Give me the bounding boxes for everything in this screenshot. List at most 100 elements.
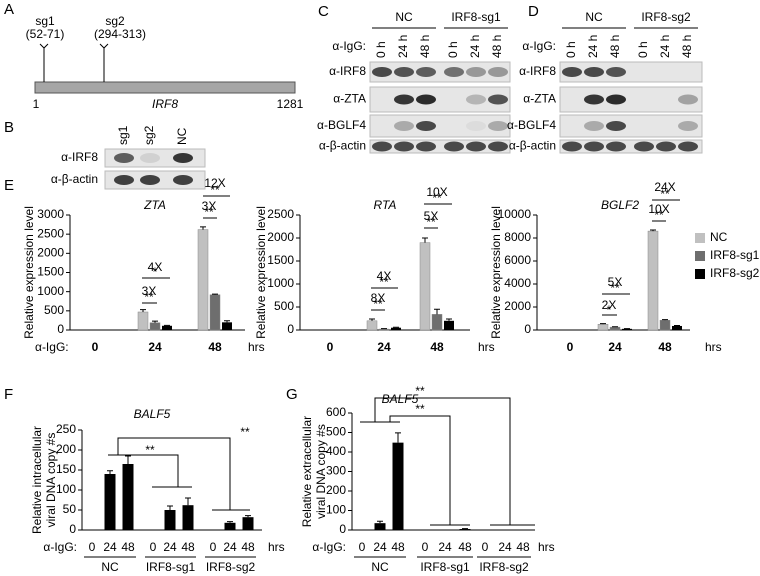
lane-label: 24 h bbox=[468, 35, 482, 58]
x-tick-label: 24 bbox=[148, 340, 162, 354]
bar bbox=[647, 230, 659, 331]
bar bbox=[122, 464, 134, 530]
chart-title: BGLF2 bbox=[601, 198, 639, 212]
x-tick-label: 48 bbox=[391, 540, 405, 554]
bar bbox=[378, 328, 390, 331]
blot-band bbox=[394, 94, 414, 105]
bar bbox=[242, 517, 254, 530]
x-suffix: hrs bbox=[538, 540, 555, 554]
annotation: ** bbox=[426, 215, 436, 229]
x-tick-label: 24 bbox=[163, 540, 177, 554]
chart-title: RTA bbox=[374, 198, 397, 212]
x-tick-label: 0 bbox=[482, 540, 489, 554]
position-label: 1281 bbox=[277, 97, 304, 111]
x-prefix: α-IgG: bbox=[43, 540, 77, 554]
lane-label: 48 h bbox=[490, 35, 504, 58]
row-label: α-BGLF4 bbox=[317, 118, 366, 132]
x-tick-label: 48 bbox=[181, 540, 195, 554]
row-label: α-β-actin bbox=[509, 139, 556, 153]
x-tick-label: 0 bbox=[567, 340, 574, 354]
bar bbox=[209, 294, 221, 331]
x-tick-label: 0 bbox=[92, 340, 99, 354]
annotation: ** bbox=[432, 191, 442, 205]
y-axis-label: Relative expression level bbox=[254, 206, 268, 339]
bar bbox=[672, 325, 682, 330]
bar bbox=[391, 327, 401, 330]
panel-label: C bbox=[318, 3, 329, 20]
legend-label: IRF8-sg1 bbox=[710, 248, 760, 262]
blot-band bbox=[416, 141, 436, 152]
x-suffix: hrs bbox=[478, 340, 495, 354]
y-tick-label: 150 bbox=[56, 462, 76, 476]
y-tick-label: 1500 bbox=[37, 265, 64, 279]
x-tick-label: 24 bbox=[373, 540, 387, 554]
gene-label: IRF8 bbox=[152, 97, 178, 111]
x-tick-label: 48 bbox=[430, 340, 444, 354]
bar bbox=[182, 505, 194, 530]
blot-band bbox=[114, 175, 134, 185]
y-tick-label: 200 bbox=[56, 442, 76, 456]
annotation: * bbox=[153, 265, 158, 279]
y-tick-label: 2000 bbox=[504, 299, 531, 313]
annotation: 12X bbox=[204, 176, 225, 190]
position-label: 1 bbox=[33, 97, 40, 111]
annotation: ** bbox=[654, 208, 664, 222]
x-tick-label: 24 bbox=[438, 540, 452, 554]
lane-label: sg1 bbox=[116, 125, 130, 145]
lane-label: 0 h bbox=[446, 41, 460, 58]
blot-band bbox=[584, 94, 604, 105]
blot-band bbox=[466, 67, 486, 77]
x-tick-label: 48 bbox=[208, 340, 222, 354]
bar bbox=[149, 322, 161, 331]
x-tick-label: 24 bbox=[608, 340, 622, 354]
y-tick-label: 0 bbox=[69, 522, 76, 536]
panel-label: G bbox=[286, 386, 298, 403]
significance-bracket bbox=[108, 437, 250, 511]
y-tick-label: 1000 bbox=[37, 284, 64, 298]
blot-band bbox=[678, 94, 698, 105]
annotation: 10X bbox=[648, 202, 669, 216]
annotation: 8X bbox=[371, 291, 386, 305]
y-tick-label: 1500 bbox=[267, 253, 294, 267]
lane-label: 48 h bbox=[418, 35, 432, 58]
y-tick-label: 10000 bbox=[498, 207, 532, 221]
blot-band bbox=[678, 141, 698, 152]
sg-range: (52-71) bbox=[26, 27, 65, 41]
group-label: IRF8-sg2 bbox=[641, 10, 691, 24]
annotation: ** bbox=[145, 443, 155, 457]
error-bar bbox=[395, 432, 401, 443]
annotation: 24X bbox=[654, 180, 675, 194]
group-label: IRF8-sg2 bbox=[206, 560, 256, 574]
row-label: α-IRF8 bbox=[61, 150, 98, 164]
bar bbox=[431, 314, 443, 331]
blot-band bbox=[606, 121, 626, 131]
sg-markers bbox=[39, 43, 109, 82]
error-bar bbox=[167, 505, 173, 510]
x-tick-label: 48 bbox=[658, 340, 672, 354]
bar bbox=[392, 442, 404, 530]
error-bar bbox=[422, 237, 428, 243]
lane-label: sg2 bbox=[142, 125, 156, 145]
y-tick-label: 200 bbox=[326, 483, 346, 497]
blot-band bbox=[656, 141, 676, 152]
blot-strip bbox=[559, 61, 703, 83]
row-label: α-ZTA bbox=[333, 92, 366, 106]
error-bar bbox=[107, 470, 113, 474]
lane-label: 24 h bbox=[396, 35, 410, 58]
y-tick-label: 500 bbox=[44, 303, 64, 317]
y-axis-label: Relative intracellular bbox=[30, 426, 44, 534]
annotation: ** bbox=[373, 297, 383, 311]
annotation: ** bbox=[210, 183, 220, 197]
annotation: ** bbox=[204, 205, 214, 219]
blot-band bbox=[416, 121, 436, 131]
blot-strip bbox=[559, 114, 703, 138]
annotation: 2X bbox=[602, 298, 617, 312]
blot-band bbox=[140, 175, 160, 185]
panel-label: E bbox=[4, 177, 14, 194]
lane-label: 24 h bbox=[658, 35, 672, 58]
gene-bar bbox=[34, 81, 296, 94]
row-label: α-IRF8 bbox=[329, 64, 366, 78]
lane-label: 48 h bbox=[680, 35, 694, 58]
legend-swatch bbox=[695, 269, 705, 279]
